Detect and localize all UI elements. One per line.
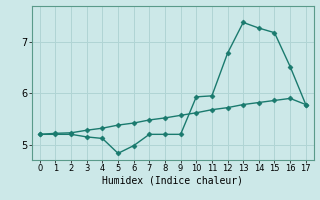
X-axis label: Humidex (Indice chaleur): Humidex (Indice chaleur) [102,176,243,186]
